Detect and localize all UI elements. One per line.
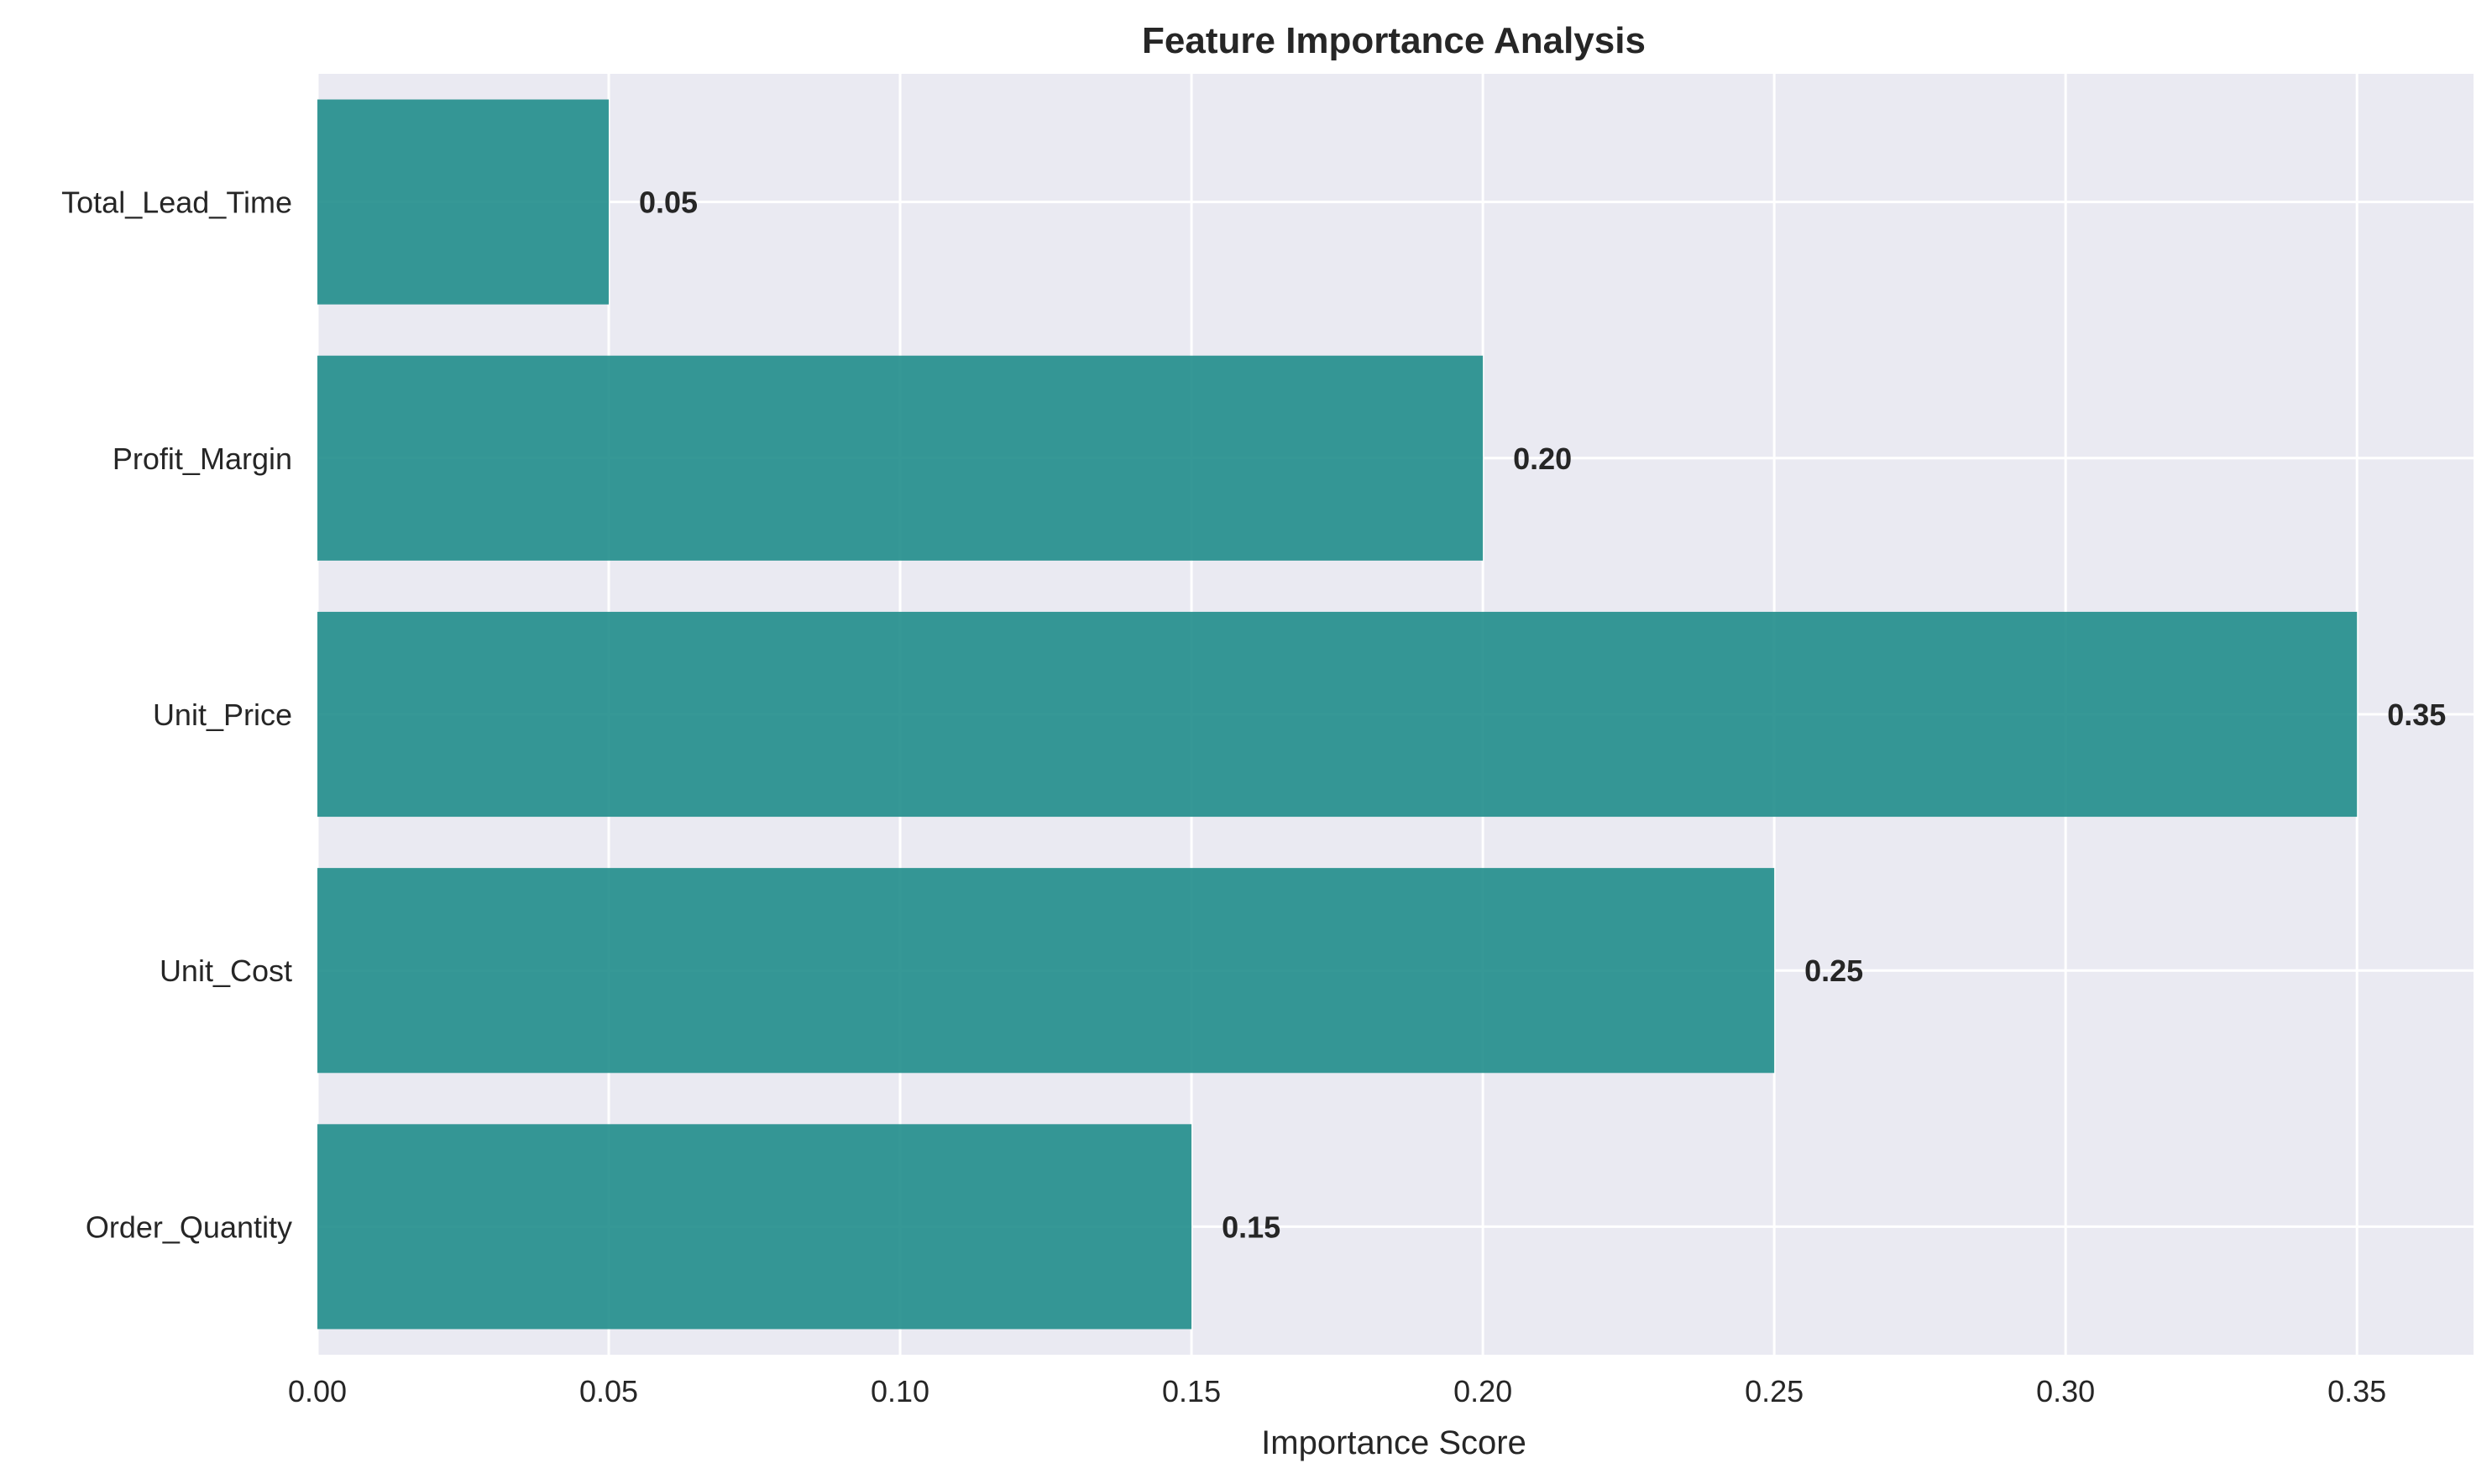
y-tick-label: Unit_Cost bbox=[160, 954, 292, 988]
x-tick-label: 0.00 bbox=[288, 1374, 347, 1408]
x-tick-label: 0.05 bbox=[579, 1374, 638, 1408]
bar-unit-price bbox=[317, 611, 2358, 818]
bar-order-quantity bbox=[317, 1124, 1192, 1330]
x-tick-label: 0.25 bbox=[1745, 1374, 1804, 1408]
x-axis-label: Importance Score bbox=[1261, 1424, 1526, 1461]
x-tick-label: 0.20 bbox=[1453, 1374, 1512, 1408]
y-tick-label: Unit_Price bbox=[153, 698, 292, 732]
x-tick-label: 0.15 bbox=[1162, 1374, 1221, 1408]
x-tick-label: 0.10 bbox=[871, 1374, 929, 1408]
bar-value-label: 0.05 bbox=[639, 186, 698, 220]
bar-value-label: 0.15 bbox=[1222, 1210, 1280, 1244]
bar-value-label: 0.20 bbox=[1513, 442, 1572, 476]
x-tick-label: 0.30 bbox=[2036, 1374, 2095, 1408]
plot-area: 0.15 Order_Quantity 0.25 Unit_Cost 0.35 Unit_… bbox=[61, 74, 2474, 1408]
bar-profit-margin bbox=[317, 355, 1484, 561]
y-tick-label: Order_Quantity bbox=[86, 1210, 292, 1244]
x-tick-label: 0.35 bbox=[2327, 1374, 2386, 1408]
y-tick-label: Profit_Margin bbox=[113, 442, 292, 476]
chart-title: Feature Importance Analysis bbox=[1142, 20, 1646, 61]
bar-value-label: 0.35 bbox=[2387, 698, 2446, 732]
bar-value-label: 0.25 bbox=[1804, 954, 1863, 988]
bar-unit-cost bbox=[317, 868, 1775, 1074]
y-tick-label: Total_Lead_Time bbox=[61, 186, 292, 220]
bar-total-lead-time bbox=[317, 99, 610, 305]
